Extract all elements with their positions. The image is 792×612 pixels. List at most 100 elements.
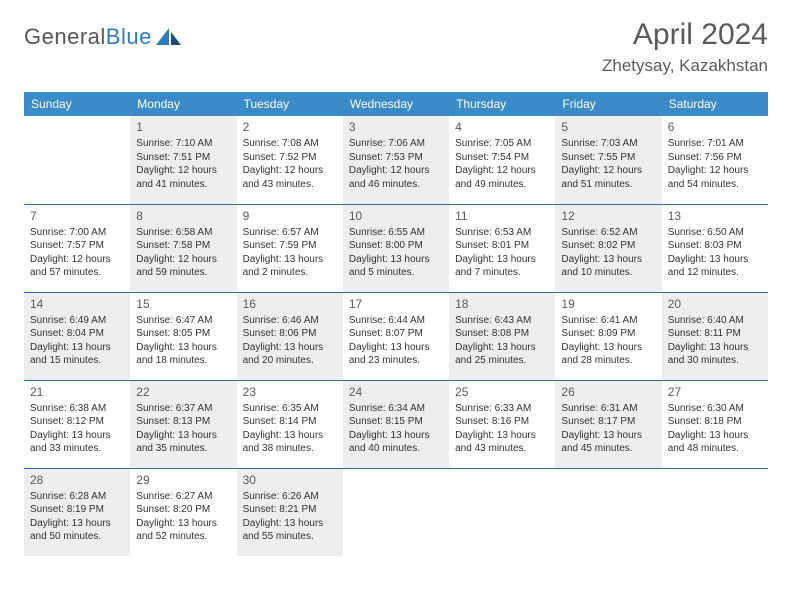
day-info-line: Sunset: 7:58 PM <box>136 239 230 253</box>
calendar-cell: 13 Sunrise: 6:50 AMSunset: 8:03 PMDayligh… <box>662 204 768 292</box>
calendar-cell: 23Sunrise: 6:35 AMSunset: 8:14 PMDayligh… <box>237 380 343 468</box>
day-info: Sunrise: 6:40 AMSunset: 8:11 PMDaylight:… <box>668 314 762 368</box>
day-info-line: Sunrise: 7:06 AM <box>349 137 443 151</box>
month-title: April 2024 <box>602 18 768 52</box>
day-info: Sunrise: 6:49 AMSunset: 8:04 PMDaylight:… <box>30 314 124 368</box>
day-info: Sunrise: 7:00 AMSunset: 7:57 PMDaylight:… <box>30 226 124 280</box>
calendar-cell: 9Sunrise: 6:57 AMSunset: 7:59 PMDaylight… <box>237 204 343 292</box>
day-info: Sunrise: 7:03 AMSunset: 7:55 PMDaylight:… <box>561 137 655 191</box>
day-info-line: Daylight: 13 hours and 18 minutes. <box>136 341 230 368</box>
day-info-line: Sunrise: 6:37 AM <box>136 402 230 416</box>
weekday-header: Tuesday <box>237 92 343 116</box>
day-info-line: Sunrise: 6:47 AM <box>136 314 230 328</box>
calendar-cell: 1Sunrise: 7:10 AMSunset: 7:51 PMDaylight… <box>130 116 236 204</box>
day-info-line: Sunrise: 6:53 AM <box>455 226 549 240</box>
day-number: 1 <box>136 119 230 135</box>
day-info: Sunrise: 7:06 AMSunset: 7:53 PMDaylight:… <box>349 137 443 191</box>
calendar-cell <box>24 116 130 204</box>
day-info: Sunrise: 6:27 AMSunset: 8:20 PMDaylight:… <box>136 490 230 544</box>
calendar-cell: 16 Sunrise: 6:46 AMSunset: 8:06 PMDayligh… <box>237 292 343 380</box>
day-info: Sunrise: 6:31 AMSunset: 8:17 PMDaylight:… <box>561 402 655 456</box>
day-info-line: Sunset: 7:52 PM <box>243 151 337 165</box>
day-info-line: Sunrise: 6:31 AM <box>561 402 655 416</box>
day-number: 28 <box>30 472 124 488</box>
day-info-line: Daylight: 13 hours and 55 minutes. <box>243 517 337 544</box>
logo-text: GeneralBlue <box>24 24 152 50</box>
calendar-week: 1Sunrise: 7:10 AMSunset: 7:51 PMDaylight… <box>24 116 768 204</box>
calendar-week: 21Sunrise: 6:38 AMSunset: 8:12 PMDayligh… <box>24 380 768 468</box>
calendar-cell: 3Sunrise: 7:06 AMSunset: 7:53 PMDaylight… <box>343 116 449 204</box>
day-info-line: Daylight: 13 hours and 35 minutes. <box>136 429 230 456</box>
weekday-header: Wednesday <box>343 92 449 116</box>
title-block: April 2024 Zhetysay, Kazakhstan <box>602 18 768 78</box>
day-number: 2 <box>243 119 337 135</box>
day-info-line: Daylight: 13 hours and 45 minutes. <box>561 429 655 456</box>
day-number: 16 <box>243 296 337 312</box>
day-number: 9 <box>243 208 337 224</box>
day-info-line: Daylight: 13 hours and 25 minutes. <box>455 341 549 368</box>
calendar-cell: 22 Sunrise: 6:37 AMSunset: 8:13 PMDayligh… <box>130 380 236 468</box>
day-info-line: Daylight: 13 hours and 28 minutes. <box>561 341 655 368</box>
calendar-cell: 17Sunrise: 6:44 AMSunset: 8:07 PMDayligh… <box>343 292 449 380</box>
day-number: 27 <box>668 384 762 400</box>
weekday-header: Saturday <box>662 92 768 116</box>
day-info-line: Sunrise: 6:33 AM <box>455 402 549 416</box>
day-number: 18 <box>455 296 549 312</box>
calendar-cell: 21Sunrise: 6:38 AMSunset: 8:12 PMDayligh… <box>24 380 130 468</box>
day-number: 22 <box>136 384 230 400</box>
day-info-line: Sunset: 8:13 PM <box>136 415 230 429</box>
calendar-cell: 30Sunrise: 6:26 AMSunset: 8:21 PMDayligh… <box>237 468 343 556</box>
day-info: Sunrise: 6:55 AMSunset: 8:00 PMDaylight:… <box>349 226 443 280</box>
calendar-cell: 15Sunrise: 6:47 AMSunset: 8:05 PMDayligh… <box>130 292 236 380</box>
day-info-line: Sunrise: 6:27 AM <box>136 490 230 504</box>
day-info-line: Sunset: 8:17 PM <box>561 415 655 429</box>
day-info: Sunrise: 6:46 AMSunset: 8:06 PMDaylight:… <box>243 314 337 368</box>
day-number: 13 <box>668 208 762 224</box>
calendar-cell: 7 Sunrise: 7:00 AMSunset: 7:57 PMDaylight… <box>24 204 130 292</box>
weekday-header: Sunday <box>24 92 130 116</box>
day-info-line: Sunset: 8:21 PM <box>243 503 337 517</box>
day-info-line: Daylight: 12 hours and 49 minutes. <box>455 164 549 191</box>
day-info-line: Sunrise: 6:28 AM <box>30 490 124 504</box>
day-info-line: Sunset: 8:07 PM <box>349 327 443 341</box>
day-info-line: Sunrise: 6:44 AM <box>349 314 443 328</box>
calendar-cell: 26Sunrise: 6:31 AMSunset: 8:17 PMDayligh… <box>555 380 661 468</box>
day-info-line: Sunset: 8:20 PM <box>136 503 230 517</box>
day-info: Sunrise: 6:34 AMSunset: 8:15 PMDaylight:… <box>349 402 443 456</box>
day-info: Sunrise: 6:38 AMSunset: 8:12 PMDaylight:… <box>30 402 124 456</box>
day-info: Sunrise: 6:44 AMSunset: 8:07 PMDaylight:… <box>349 314 443 368</box>
calendar-cell: 2Sunrise: 7:08 AMSunset: 7:52 PMDaylight… <box>237 116 343 204</box>
day-number: 7 <box>30 208 124 224</box>
calendar-cell: 8Sunrise: 6:58 AMSunset: 7:58 PMDaylight… <box>130 204 236 292</box>
day-info: Sunrise: 6:35 AMSunset: 8:14 PMDaylight:… <box>243 402 337 456</box>
day-info-line: Sunrise: 6:55 AM <box>349 226 443 240</box>
day-info-line: Daylight: 13 hours and 48 minutes. <box>668 429 762 456</box>
day-info: Sunrise: 6:50 AMSunset: 8:03 PMDaylight:… <box>668 226 762 280</box>
day-info-line: Sunrise: 6:49 AM <box>30 314 124 328</box>
calendar-cell <box>555 468 661 556</box>
day-info-line: Sunset: 8:18 PM <box>668 415 762 429</box>
weekday-header: Thursday <box>449 92 555 116</box>
day-info-line: Sunset: 8:00 PM <box>349 239 443 253</box>
day-info-line: Sunset: 8:16 PM <box>455 415 549 429</box>
location: Zhetysay, Kazakhstan <box>602 56 768 76</box>
day-info-line: Daylight: 13 hours and 5 minutes. <box>349 253 443 280</box>
calendar-cell: 10Sunrise: 6:55 AMSunset: 8:00 PMDayligh… <box>343 204 449 292</box>
logo-text-1: General <box>24 24 106 49</box>
day-info: Sunrise: 6:37 AMSunset: 8:13 PMDaylight:… <box>136 402 230 456</box>
calendar-cell: 6Sunrise: 7:01 AMSunset: 7:56 PMDaylight… <box>662 116 768 204</box>
calendar-week: 14Sunrise: 6:49 AMSunset: 8:04 PMDayligh… <box>24 292 768 380</box>
day-info-line: Sunset: 8:02 PM <box>561 239 655 253</box>
logo-text-2: Blue <box>106 24 152 49</box>
day-info-line: Sunrise: 6:40 AM <box>668 314 762 328</box>
weekday-header: Friday <box>555 92 661 116</box>
day-info-line: Sunrise: 7:08 AM <box>243 137 337 151</box>
day-info-line: Daylight: 12 hours and 57 minutes. <box>30 253 124 280</box>
day-info: Sunrise: 6:28 AMSunset: 8:19 PMDaylight:… <box>30 490 124 544</box>
day-info-line: Daylight: 12 hours and 46 minutes. <box>349 164 443 191</box>
day-info: Sunrise: 6:26 AMSunset: 8:21 PMDaylight:… <box>243 490 337 544</box>
day-number: 19 <box>561 296 655 312</box>
calendar-cell: 29Sunrise: 6:27 AMSunset: 8:20 PMDayligh… <box>130 468 236 556</box>
day-info-line: Sunset: 8:11 PM <box>668 327 762 341</box>
day-info-line: Sunset: 7:53 PM <box>349 151 443 165</box>
